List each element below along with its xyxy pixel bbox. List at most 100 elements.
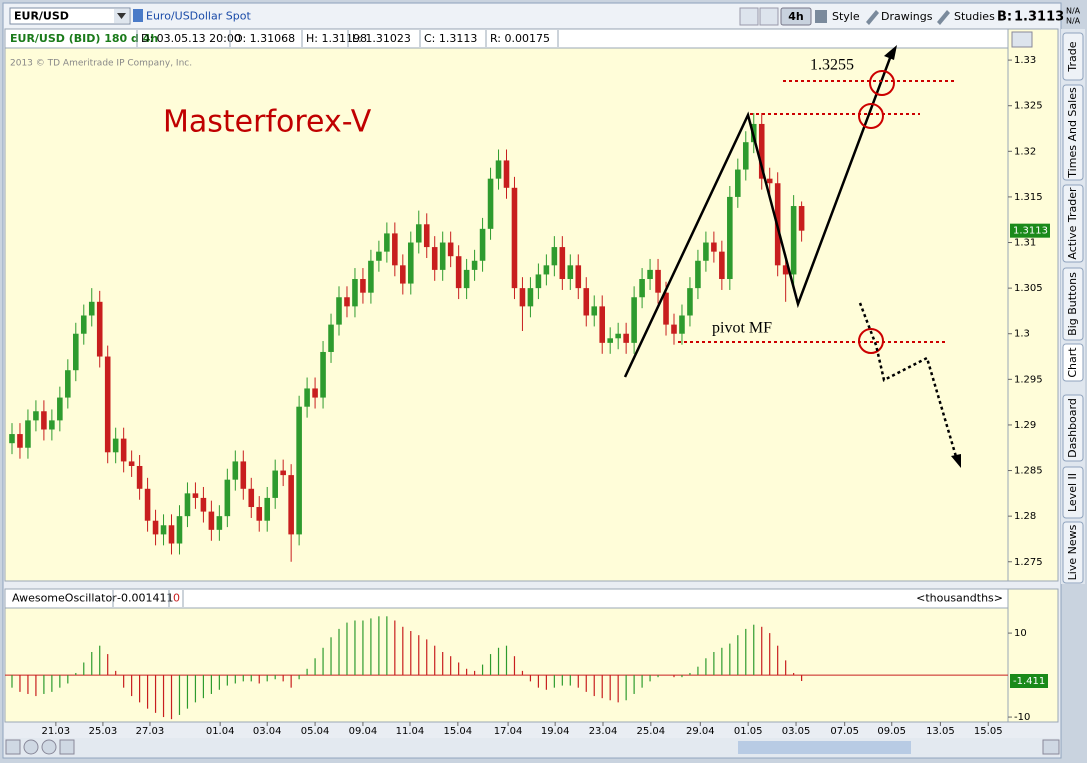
- y-tick-label: 1.31: [1014, 238, 1036, 249]
- candle-body: [415, 224, 422, 243]
- candle-body: [184, 493, 191, 517]
- side-tab-label[interactable]: Level II: [1066, 473, 1079, 512]
- candle-body: [663, 292, 669, 325]
- studies-button[interactable]: Studies: [954, 10, 995, 23]
- tool-button[interactable]: [759, 7, 779, 26]
- candle-body: [304, 388, 310, 407]
- side-tab[interactable]: [1062, 84, 1084, 181]
- candle-body: [790, 206, 797, 275]
- last-price-box: [1010, 223, 1050, 238]
- zoom-out-button[interactable]: [41, 739, 57, 755]
- x-tick-label: 01.05: [734, 726, 763, 737]
- candle-body: [695, 260, 701, 289]
- candle-body: [655, 269, 661, 293]
- drawings-button[interactable]: Drawings: [881, 10, 933, 23]
- style-button[interactable]: Style: [832, 10, 860, 23]
- x-tick-label: 05.04: [301, 726, 330, 737]
- x-tick-label: 21.03: [42, 726, 71, 737]
- side-tab[interactable]: [1062, 32, 1084, 81]
- oscillator-param: 0: [173, 592, 180, 605]
- candle-body: [503, 160, 510, 188]
- x-tick-label: 03.04: [253, 726, 282, 737]
- candle-body: [735, 169, 741, 197]
- alt-path: [858, 302, 959, 461]
- symbol-input[interactable]: [9, 7, 131, 25]
- side-tab-label[interactable]: Trade: [1066, 41, 1079, 72]
- price-panel: [4, 28, 1009, 582]
- candle-body: [527, 288, 534, 307]
- bid-price: 1.3113: [1014, 10, 1064, 25]
- aggregation-button[interactable]: [780, 7, 812, 26]
- candle-body: [798, 206, 805, 231]
- candle-body: [511, 187, 518, 289]
- candle-body: [128, 461, 135, 466]
- candle-body: [535, 274, 542, 289]
- candle-body: [703, 242, 709, 261]
- side-tab-label[interactable]: Chart: [1066, 347, 1079, 378]
- side-tab[interactable]: [1062, 466, 1084, 519]
- candle-body: [208, 511, 215, 530]
- x-tick-label: 25.04: [637, 726, 666, 737]
- side-tab[interactable]: [1062, 394, 1084, 462]
- zoom-in-button[interactable]: [23, 739, 39, 755]
- candle-body: [168, 525, 175, 544]
- candle-body: [368, 260, 374, 293]
- bid-label: B:: [997, 10, 1012, 25]
- oscillator-title: AwesomeOscillator: [12, 592, 117, 605]
- x-tick-label: 11.04: [396, 726, 425, 737]
- y-tick-label: 1.28: [1014, 511, 1036, 522]
- scroll-button[interactable]: [1042, 739, 1060, 755]
- pan-button[interactable]: [5, 739, 21, 755]
- candle-body: [120, 438, 127, 462]
- scrollbar-thumb[interactable]: [738, 741, 911, 754]
- side-tab[interactable]: [1062, 343, 1084, 382]
- candle-body: [73, 333, 79, 371]
- pointer-button[interactable]: [59, 739, 75, 755]
- arrow-head: [951, 454, 961, 468]
- style-icon: [815, 10, 827, 23]
- side-tab-label[interactable]: Times And Sales: [1066, 87, 1079, 179]
- aggregation[interactable]: 4h: [788, 10, 804, 23]
- oscillator-header: [4, 588, 1009, 609]
- candle-body: [623, 333, 629, 343]
- candle-body: [288, 475, 294, 535]
- candle-body: [352, 279, 358, 307]
- x-tick-label: 13.05: [926, 726, 955, 737]
- side-tab[interactable]: [1062, 521, 1084, 584]
- side-tab-label[interactable]: Live News: [1066, 524, 1079, 580]
- x-tick-label: 03.05: [782, 726, 811, 737]
- symbol[interactable]: EUR/USD: [14, 10, 69, 23]
- y-tick-label: 1.33: [1014, 55, 1036, 66]
- side-tab-label[interactable]: Active Trader: [1066, 187, 1079, 260]
- x-tick-label: 09.05: [877, 726, 906, 737]
- tool-button[interactable]: [739, 7, 759, 26]
- side-tab[interactable]: [1062, 184, 1084, 263]
- na-top: N/A: [1066, 7, 1081, 16]
- last-price-label: 1.3113: [1013, 226, 1048, 237]
- snapshot-button[interactable]: [1011, 31, 1033, 48]
- candle-body: [17, 434, 23, 448]
- candle-body: [65, 370, 71, 398]
- candle-body: [296, 406, 302, 535]
- candle-body: [455, 256, 462, 289]
- candle-body: [423, 224, 430, 248]
- candle-body: [543, 265, 550, 275]
- symbol-description: Euro/USDollar Spot: [146, 10, 251, 23]
- side-tab-label[interactable]: Dashboard: [1066, 398, 1079, 458]
- candle-body: [104, 356, 111, 453]
- header-open: O: 1.31068: [234, 32, 295, 45]
- side-tab-label[interactable]: Big Buttons: [1066, 272, 1079, 336]
- side-tab[interactable]: [1062, 267, 1084, 341]
- x-tick-label: 15.05: [974, 726, 1003, 737]
- candle-body: [647, 269, 653, 280]
- y-tick-label: 1.315: [1014, 192, 1043, 203]
- candle-body: [344, 297, 350, 307]
- candle-body: [679, 315, 685, 334]
- candle-body: [57, 397, 63, 421]
- candle-body: [248, 488, 255, 508]
- last-value-label: -1.411: [1013, 676, 1045, 687]
- candle-body: [758, 123, 765, 179]
- x-tick-label: 19.04: [541, 726, 570, 737]
- candle-body: [392, 233, 398, 266]
- header-title: EUR/USD (BID) 180 d 4h: [10, 32, 158, 45]
